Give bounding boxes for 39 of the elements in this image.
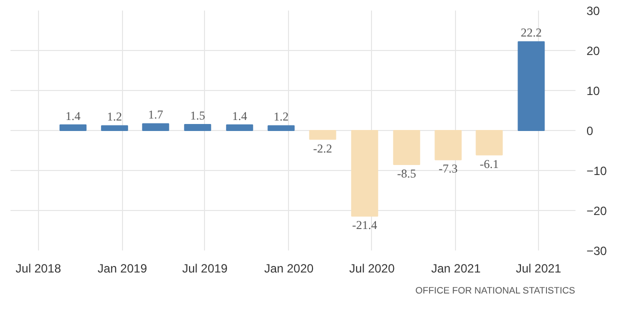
x-tick-label: Jan 2021 <box>431 262 481 276</box>
data-label: 22.2 <box>520 26 542 40</box>
x-tick-label: Jul 2019 <box>182 262 228 276</box>
bar <box>476 130 503 156</box>
bar <box>434 130 462 160</box>
y-tick-label: −20 <box>586 204 608 218</box>
y-tick-label: −30 <box>586 244 608 258</box>
x-tick-label: Jan 2020 <box>264 262 314 276</box>
bar <box>101 125 128 131</box>
bar <box>351 130 378 217</box>
bar <box>142 123 170 131</box>
data-label: -6.1 <box>480 156 499 171</box>
x-tick-label: Jul 2021 <box>516 262 562 276</box>
data-label: 1.2 <box>274 110 289 124</box>
bar <box>393 130 420 165</box>
x-tick-label: Jul 2020 <box>349 262 395 276</box>
data-label: 1.7 <box>148 108 164 122</box>
y-tick-label: 30 <box>586 4 600 18</box>
data-label: -8.5 <box>397 166 416 180</box>
bar <box>184 124 212 131</box>
x-tick-label: Jan 2019 <box>98 262 148 276</box>
data-label: 1.5 <box>190 108 206 122</box>
bar <box>268 125 295 131</box>
data-label: 1.4 <box>66 108 81 123</box>
bar <box>226 124 254 131</box>
x-tick-label: Jul 2018 <box>16 262 62 276</box>
data-label: -2.2 <box>313 141 332 156</box>
y-tick-label: 10 <box>586 84 600 98</box>
bar <box>518 41 545 131</box>
y-tick-label: 20 <box>586 44 600 58</box>
y-tick-label: −10 <box>586 164 608 178</box>
bar <box>60 124 87 131</box>
data-label: 1.2 <box>107 110 122 124</box>
data-label: -21.4 <box>352 218 378 232</box>
bar <box>309 130 336 140</box>
data-label: -7.3 <box>438 162 458 176</box>
data-label: 1.4 <box>232 108 248 123</box>
y-tick-label: 0 <box>586 124 594 138</box>
text: OFFICE FOR NATIONAL STATISTICS <box>415 286 576 296</box>
